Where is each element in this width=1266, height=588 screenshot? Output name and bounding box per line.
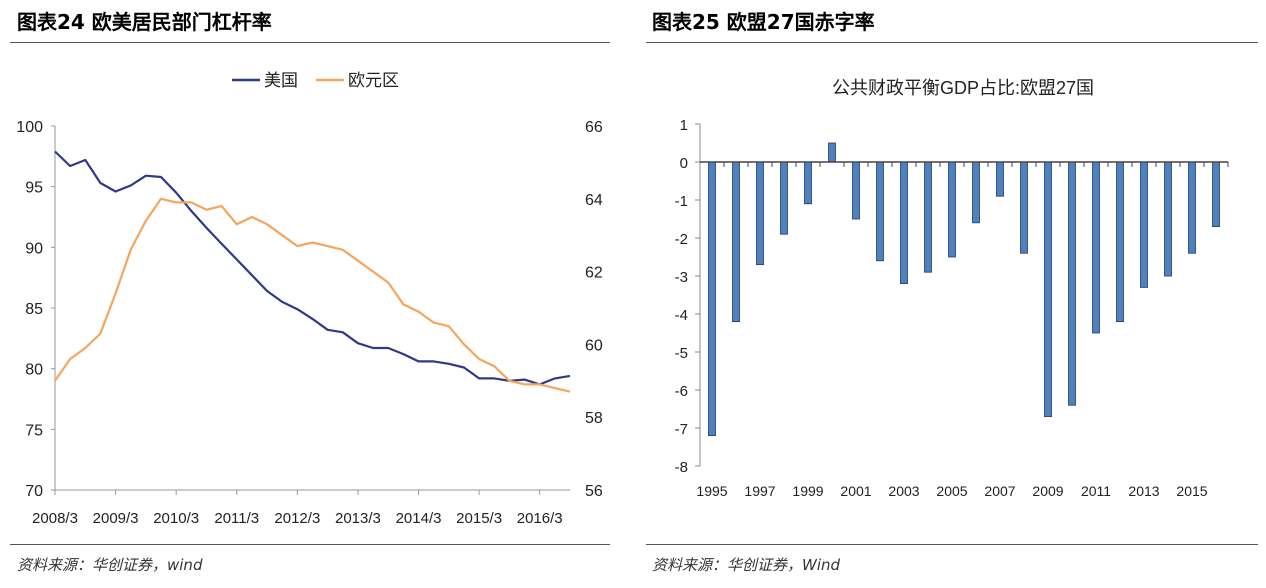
bar-1998 [780,161,788,235]
x-tick-label: 2009/3 [93,510,139,527]
y-tick-label: -8 [675,459,688,476]
bar-2001 [852,161,860,220]
x-tick-label: 2007 [984,483,1015,499]
bar-2009 [1044,161,1052,418]
bar-2016 [1212,161,1220,227]
x-tick-label: 2013/3 [335,510,381,527]
x-tick-label: 2011 [1081,483,1111,499]
left-y-tick-label: 85 [25,301,43,318]
x-tick-label: 2012/3 [274,510,320,527]
x-tick-label: 2010/3 [153,510,199,527]
left-y-tick-label: 100 [16,119,43,136]
right-source: 资料来源：华创证券，Wind [652,556,841,574]
legend-label: 欧元区 [348,71,399,90]
right-bottom-rule [646,544,1258,545]
bar-2000 [828,142,836,163]
series-line-us [54,150,571,386]
left-source: 资料来源：华创证券，wind [17,556,203,574]
y-tick-label: -6 [675,383,688,400]
deficit-bar-chart: 公共财政平衡GDP占比:欧盟27国 1 0 -1 -2 -3 -4 -5 -6 -7 -8 1995 1… [675,78,1229,499]
bar-2004 [924,161,932,273]
bar-1997 [756,161,764,265]
bar-2008 [1020,161,1028,254]
right-y-tick-label: 64 [585,192,603,209]
y-tick-label: -3 [675,269,688,286]
left-y-tick-label: 70 [25,483,43,500]
right-y-tick-label: 62 [585,265,603,282]
leverage-line-chart: 100 95 90 85 80 75 70 66 64 62 60 58 56 2008/3 2009/3 2… [16,71,603,527]
bar-2005 [948,161,956,258]
bar-2013 [1140,161,1148,288]
right-top-rule [646,42,1258,43]
x-tick-label: 2015/3 [456,510,502,527]
bar-2010 [1068,161,1076,406]
left-y-tick-label: 80 [25,362,43,379]
left-figure-title: 图表24 欧美居民部门杠杆率 [17,10,272,34]
y-tick-label: 1 [680,117,688,134]
left-y-tick-label: 90 [25,240,43,257]
left-y-tick-label: 95 [25,180,43,197]
bar-2002 [876,161,884,262]
bar-1999 [804,161,812,205]
y-tick-label: -1 [675,193,688,210]
x-tick-label: 2003 [888,483,919,499]
bar-2014 [1164,161,1172,277]
right-y-tick-label: 58 [585,410,603,427]
y-tick-label: -7 [675,421,688,438]
right-y-tick-label: 66 [585,119,603,136]
x-tick-label: 1999 [792,483,823,499]
bar-2015 [1188,161,1196,254]
left-top-rule [10,42,610,43]
bar-2011 [1092,161,1100,334]
bar-1995 [708,161,716,437]
x-tick-label: 2015 [1176,483,1207,499]
y-tick-label: 0 [680,155,688,172]
right-figure-title: 图表25 欧盟27国赤字率 [652,10,875,34]
bar-2006 [972,161,980,224]
chart-title: 公共财政平衡GDP占比:欧盟27国 [832,78,1094,98]
x-tick-label: 2009 [1032,483,1063,499]
bar-2003 [900,161,908,284]
x-tick-label: 2001 [840,483,871,499]
y-tick-label: -5 [675,345,688,362]
left-bottom-rule [10,544,610,545]
bar-2007 [996,161,1004,197]
legend-label: 美国 [264,71,298,90]
right-y-tick-label: 60 [585,337,603,354]
x-tick-label: 1995 [696,483,727,499]
bar-2012 [1116,161,1124,323]
x-tick-label: 2014/3 [396,510,442,527]
left-y-tick-label: 75 [25,422,43,439]
x-tick-label: 2005 [936,483,967,499]
bar-1996 [732,161,740,323]
right-y-tick-label: 56 [585,483,603,500]
x-tick-label: 2016/3 [517,510,563,527]
x-tick-label: 2011/3 [214,510,259,527]
series-line-eurozone [54,197,571,393]
y-tick-label: -4 [675,307,688,324]
y-tick-label: -2 [675,231,688,248]
x-tick-label: 1997 [744,483,775,499]
x-tick-label: 2013 [1128,483,1159,499]
x-tick-label: 2008/3 [32,510,78,527]
